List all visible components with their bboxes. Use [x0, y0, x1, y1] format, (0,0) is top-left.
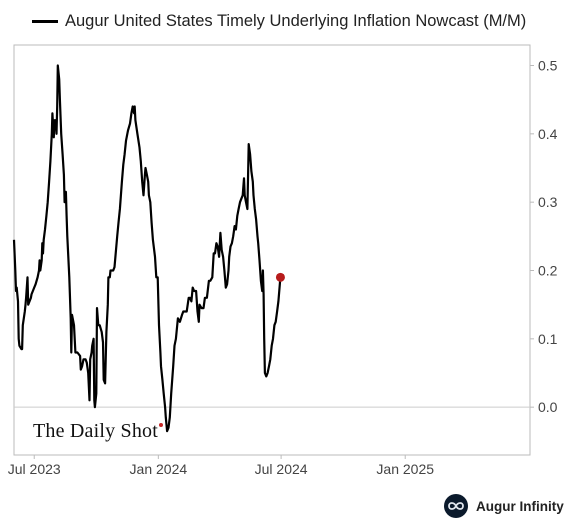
x-tick-label: Jan 2024: [130, 461, 188, 477]
watermark-text: The Daily Shot: [33, 420, 159, 442]
y-tick-label: 0.0: [538, 399, 558, 415]
y-tick-label: 0.2: [538, 263, 558, 279]
plot-frame: [13, 44, 531, 456]
x-tick-label: Jul 2023: [8, 461, 61, 477]
y-tick-label: 0.4: [538, 126, 558, 142]
series-line-group: [12, 64, 285, 433]
series-line: [12, 64, 282, 433]
y-axis-ticks: 0.0 0.1 0.2 0.3 0.4 0.5: [530, 58, 558, 415]
plot-border: [13, 44, 531, 456]
x-tick-label: Jan 2025: [376, 461, 434, 477]
x-tick-label: Jul 2024: [255, 461, 308, 477]
legend-label: Augur United States Timely Underlying In…: [65, 12, 527, 30]
y-tick-label: 0.5: [538, 58, 558, 74]
legend: Augur United States Timely Underlying In…: [32, 12, 526, 31]
watermark: The Daily Shot: [33, 420, 164, 443]
brand-logo: Augur Infinity: [444, 494, 564, 518]
infinity-icon: [444, 494, 468, 518]
x-axis-ticks: Jul 2023 Jan 2024 Jul 2024 Jan 2025: [8, 455, 434, 477]
y-tick-label: 0.1: [538, 331, 558, 347]
watermark-dot: [159, 423, 164, 427]
endpoint-marker: [275, 272, 285, 282]
y-tick-label: 0.3: [538, 194, 558, 210]
brand-text: Augur Infinity: [476, 498, 564, 514]
legend-swatch: [32, 20, 58, 23]
